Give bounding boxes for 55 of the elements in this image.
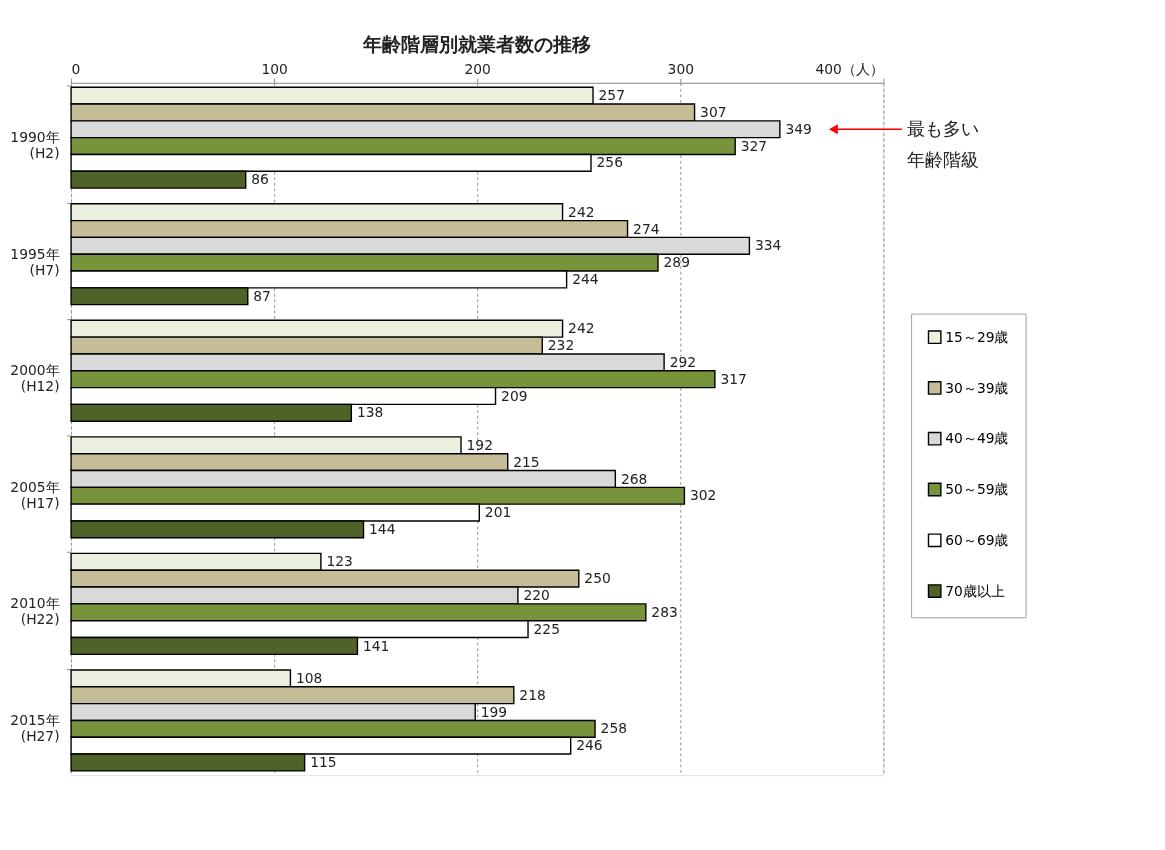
x-tick-label: 0 [71,61,81,78]
data-label: 246 [576,737,603,754]
data-label: 108 [295,670,323,687]
legend-label: 30～39歳 [945,379,1009,396]
data-label: 87 [253,287,271,304]
data-label: 256 [596,154,623,171]
data-label: 242 [568,203,595,220]
data-label: 274 [633,220,660,237]
data-label: 215 [513,453,540,470]
data-label: 225 [533,620,560,637]
x-tick-label: 200 [464,61,491,78]
data-label: 86 [251,171,269,188]
data-label: 349 [785,120,812,137]
data-label: 218 [519,686,546,703]
data-label: 144 [369,520,396,537]
legend-label: 50～59歳 [945,481,1009,498]
text: 最も多い年齢階級 [907,118,980,171]
data-label: 268 [620,470,648,487]
data-label: 302 [689,487,717,504]
data-label: 199 [480,703,508,720]
data-label: 232 [547,337,575,354]
legend-label: 15～29歳 [945,328,1009,345]
data-label: 334 [754,237,782,254]
data-label: 141 [362,637,390,654]
data-label: 209 [501,387,528,404]
chart-title: 年齢階層別就業者数の推移 [362,33,592,57]
x-tick-label: 100 [261,61,288,78]
y-tick-label: 2010年 (H22) [10,595,60,628]
data-label: 244 [572,271,599,288]
data-label: 292 [669,353,697,370]
data-label: 115 [310,754,337,771]
y-tick-label: 2000年 (H12) [10,362,60,395]
y-tick-label: 1990年 (H2) [10,129,60,161]
y-tick-label: 2005年 (H17) [10,478,60,511]
legend-label: 40～49歳 [945,430,1009,447]
data-label: 138 [356,404,384,421]
data-label: 123 [326,553,353,570]
data-label: 283 [651,603,678,620]
y-tick-label: 2015年 (H27) [10,712,60,744]
data-label: 201 [484,504,512,521]
legend-label: 70歳以上 [945,582,1005,599]
data-label: 192 [466,436,493,453]
data-label: 258 [600,720,627,737]
legend-label: 60～69歳 [945,531,1009,548]
data-label: 250 [584,570,611,587]
x-tick-label: 400（人） [815,61,884,78]
y-tick-label: 1995年 (H7) [10,245,60,278]
data-label: 242 [568,320,595,337]
x-tick-label: 300 [667,61,695,78]
data-label: 257 [598,87,625,104]
data-label: 327 [740,137,768,154]
data-label: 317 [720,370,747,387]
data-label: 289 [663,254,690,271]
data-label: 220 [523,587,550,604]
data-label: 307 [700,104,727,121]
